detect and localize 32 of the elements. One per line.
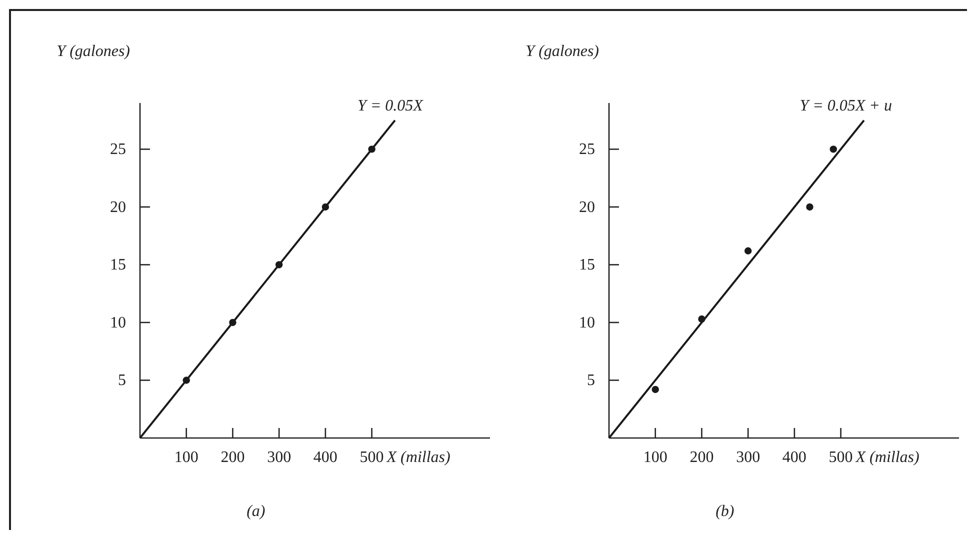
x-tick-label: 200 [220,449,245,466]
annotation: Y = 0.05X + u [800,97,892,114]
x-tick-label: 400 [782,449,806,466]
x-tick-label: 500 [360,449,384,466]
y-axis-title: Y (galones) [526,43,599,60]
y-tick-label: 20 [110,198,126,216]
annotation: Y = 0.05X [358,97,424,114]
x-tick-label: 100 [174,449,198,466]
x-tick-label: 100 [643,449,668,466]
point [744,247,752,254]
y-tick-label: 25 [110,141,126,158]
y-tick-label: 20 [579,198,595,216]
y-axis-title: Y (galones) [56,43,130,60]
y-tick-label: 15 [110,256,126,274]
y-tick-label: 25 [579,141,595,158]
point [830,146,837,153]
x-tick-label: 300 [267,449,292,466]
y-tick-label: 10 [110,314,126,332]
point [652,386,659,394]
y-tick-label: 10 [579,314,595,332]
point [806,203,814,211]
y-tick-label: 15 [579,256,595,274]
x-tick-label: 400 [313,449,338,466]
x-tick-label: 300 [736,449,760,466]
x-axis-title: X (millas) [854,449,920,466]
y-tick-label: 5 [587,372,595,390]
y-tick-label: 5 [118,372,126,390]
x-axis-title: X (millas) [386,449,450,466]
text: (a) [246,503,266,520]
x-tick-label: 500 [828,449,853,466]
text: (b) [716,503,734,520]
x-tick-label: 200 [690,449,714,466]
